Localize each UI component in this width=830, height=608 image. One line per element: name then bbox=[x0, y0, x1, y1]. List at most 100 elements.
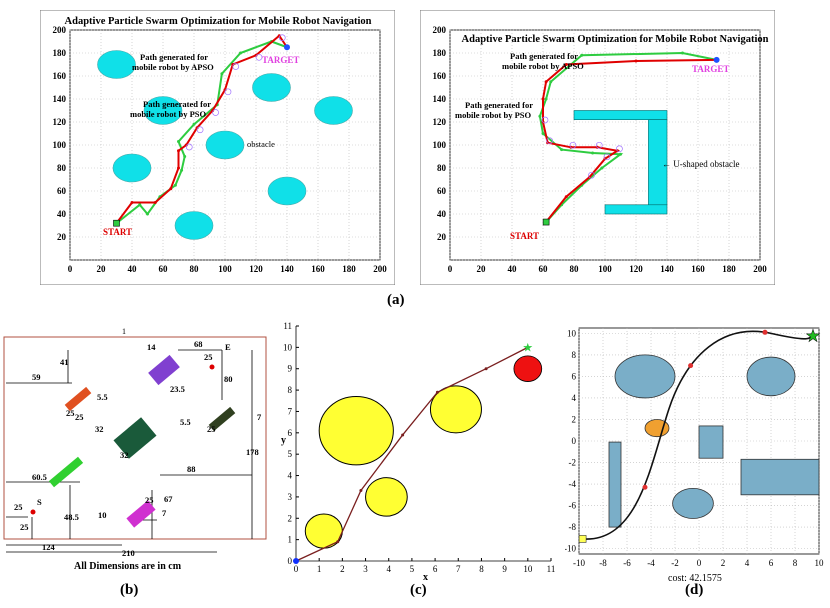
obstacle-rect bbox=[698, 425, 724, 459]
waypoint bbox=[688, 363, 694, 369]
apso-path-point bbox=[211, 109, 215, 112]
y-tick-label: 100 bbox=[433, 140, 447, 150]
y-tick-label: 0 bbox=[288, 556, 293, 566]
apso-path-point bbox=[130, 201, 134, 204]
dim-88: 88 bbox=[187, 464, 196, 474]
u-obstacle-label: ← U-shaped obstacle bbox=[662, 159, 739, 169]
u-obstacle-top bbox=[573, 110, 668, 120]
apso-path-point bbox=[184, 143, 188, 147]
x-tick-label: 5 bbox=[410, 564, 415, 574]
dim-s: S bbox=[37, 497, 42, 507]
x-tick-label: 100 bbox=[598, 264, 612, 274]
start-label: START bbox=[103, 227, 132, 237]
chart-a-right: Adaptive Particle Swarm Optimization for… bbox=[420, 10, 775, 285]
y-tick-label: 120 bbox=[433, 117, 447, 127]
waypoint bbox=[642, 484, 648, 490]
x-tick-label: 160 bbox=[311, 264, 325, 274]
obstacle-label: obstacle bbox=[247, 139, 275, 149]
dim-48-5: 48.5 bbox=[64, 512, 79, 522]
y-tick-label: 6 bbox=[572, 371, 577, 381]
x-tick-label: 120 bbox=[629, 264, 643, 274]
pso-label-2: mobile robot by PSO bbox=[455, 110, 532, 120]
particle bbox=[224, 88, 232, 96]
x-tick-label: 200 bbox=[373, 264, 387, 274]
y-tick-label: 40 bbox=[437, 209, 447, 219]
x-tick-label: 200 bbox=[753, 264, 767, 274]
chart-a-left: Adaptive Particle Swarm Optimization for… bbox=[40, 10, 395, 285]
u-obstacle-bottom bbox=[604, 204, 668, 215]
x-tick-label: 8 bbox=[793, 558, 798, 568]
y-tick-label: 160 bbox=[433, 71, 447, 81]
apso-path-point bbox=[564, 63, 568, 66]
y-tick-label: 8 bbox=[288, 385, 293, 395]
dim-top: 1 bbox=[122, 327, 126, 336]
particle bbox=[541, 116, 549, 124]
obstacle-circle bbox=[304, 513, 343, 549]
y-tick-label: 20 bbox=[437, 232, 447, 242]
dim-59: 59 bbox=[32, 372, 41, 382]
apso-label-1: Path generated for bbox=[510, 51, 578, 61]
y-tick-label: 80 bbox=[437, 163, 447, 173]
block-5 bbox=[48, 456, 84, 488]
y-tick-label: 180 bbox=[53, 48, 67, 58]
particle bbox=[569, 141, 577, 149]
x-tick-label: 60 bbox=[539, 264, 549, 274]
x-tick-label: 11 bbox=[547, 564, 556, 574]
apso-path-point bbox=[544, 80, 548, 84]
y-tick-label: 2 bbox=[572, 414, 577, 424]
pso-path-point bbox=[549, 80, 553, 84]
obstacle bbox=[174, 211, 214, 240]
target-marker bbox=[284, 44, 290, 51]
obstacle bbox=[112, 153, 152, 183]
obstacle-circle bbox=[429, 385, 482, 434]
x-tick-label: 120 bbox=[249, 264, 263, 274]
dim-60-5: 60.5 bbox=[32, 472, 47, 482]
x-tick-label: 4 bbox=[386, 564, 391, 574]
x-tick-label: 4 bbox=[745, 558, 750, 568]
dim-14: 14 bbox=[147, 342, 156, 352]
y-tick-label: 0 bbox=[572, 436, 577, 446]
y-tick-label: 200 bbox=[433, 25, 447, 35]
y-tick-label: 2 bbox=[288, 513, 293, 523]
dim-25: 25 bbox=[66, 408, 75, 418]
pso-path-point bbox=[681, 51, 684, 55]
y-tick-label: 4 bbox=[572, 393, 577, 403]
pso-path-point bbox=[180, 168, 184, 172]
chart-a-right-title: Adaptive Particle Swarm Optimization for… bbox=[462, 34, 769, 45]
y-tick-label: 160 bbox=[53, 71, 67, 81]
x-tick-label: 40 bbox=[508, 264, 518, 274]
dim-5-5b: 5.5 bbox=[180, 417, 191, 427]
obstacle-ellipse bbox=[644, 419, 670, 438]
pso-path-point bbox=[619, 152, 622, 156]
y-tick-label: 40 bbox=[57, 209, 67, 219]
pso-path-point bbox=[138, 203, 142, 207]
y-axis-label: y bbox=[281, 435, 286, 446]
apso-path bbox=[542, 58, 717, 223]
x-tick-label: -6 bbox=[623, 558, 631, 568]
obstacle bbox=[314, 96, 353, 125]
x-tick-label: 7 bbox=[456, 564, 461, 574]
dim-32b: 32 bbox=[120, 450, 129, 460]
pso-path-point bbox=[177, 140, 180, 144]
obstacle bbox=[252, 73, 291, 102]
label-d: (d) bbox=[685, 582, 704, 598]
label-c: (c) bbox=[410, 582, 427, 598]
y-tick-label: 180 bbox=[433, 48, 447, 58]
x-tick-label: 0 bbox=[448, 264, 453, 274]
particle bbox=[255, 53, 263, 61]
dim-25e: 25 bbox=[14, 502, 23, 512]
y-tick-label: 120 bbox=[53, 117, 67, 127]
x-tick-label: -8 bbox=[599, 558, 607, 568]
apso-path bbox=[115, 34, 288, 224]
dim-80: 80 bbox=[224, 374, 233, 384]
path-point bbox=[484, 367, 488, 371]
particle bbox=[595, 141, 603, 149]
dim-178: 178 bbox=[246, 447, 259, 457]
apso-path-point bbox=[634, 59, 638, 63]
pso-path-point bbox=[591, 151, 595, 155]
chart-d: -10 -8 -6 -4 -2 0 2 4 6 8 10 10 8 6 4 2 0 -2 -4 -6 -8 -10 ★ co… bbox=[565, 326, 824, 584]
x-tick-label: 180 bbox=[722, 264, 736, 274]
x-tick-label: -2 bbox=[671, 558, 679, 568]
y-tick-label: 10 bbox=[283, 342, 293, 352]
apso-path-point bbox=[277, 34, 281, 38]
